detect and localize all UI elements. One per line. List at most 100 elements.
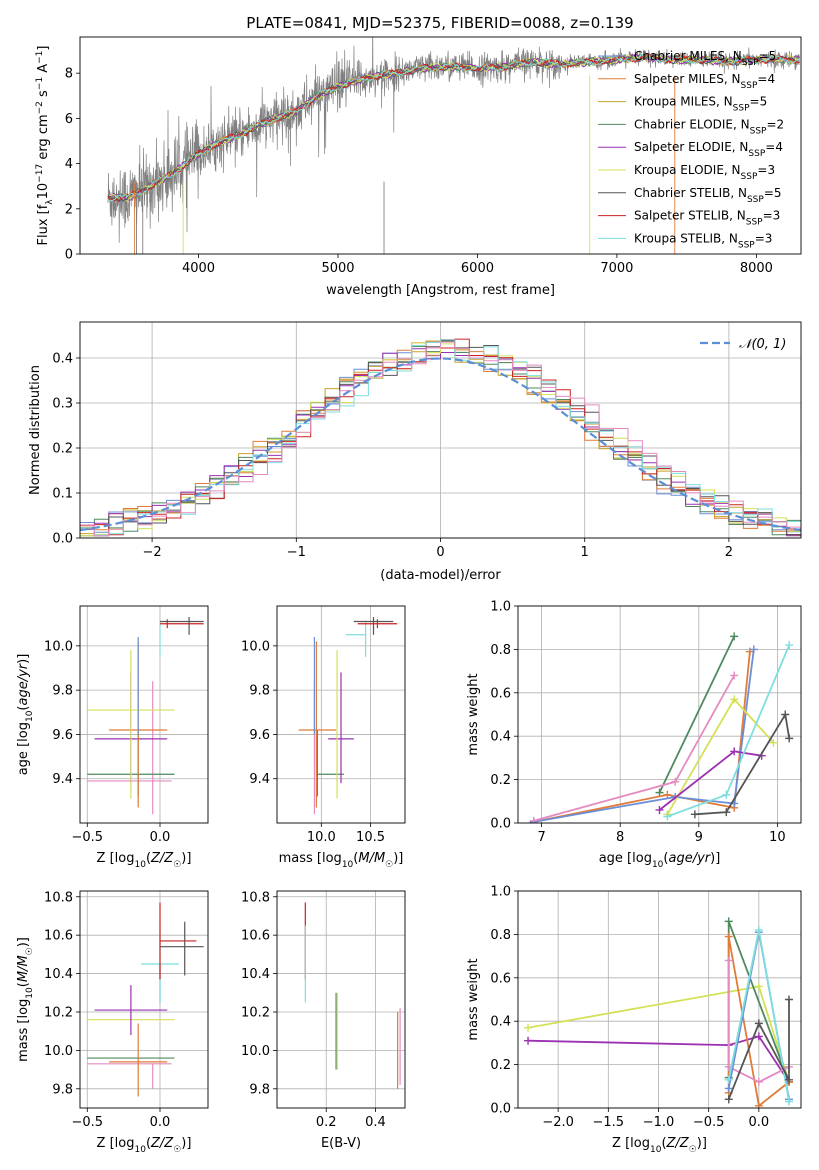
weight-marker — [754, 1019, 763, 1028]
weight-marker — [754, 926, 763, 935]
x-axis-label: Z [log10(Z/Z☉)] — [97, 1136, 192, 1155]
y-tick-label: 9.8 — [249, 684, 270, 699]
residuals-plot-area — [80, 338, 801, 537]
residual-histogram — [80, 339, 801, 536]
axes-frame — [79, 321, 802, 539]
x-tick-label: 0.0 — [749, 1115, 770, 1130]
mass-vs-EBV-panel: 0.2 0.4 9.8 10.0 10.2 10.4 10.6 10.8 E(B-V) — [241, 890, 406, 1151]
label-part: ☉ — [173, 1145, 181, 1155]
x-tick-label: 2 — [725, 545, 733, 560]
label-part: ☉ — [173, 860, 181, 870]
y-tick-label: 10.0 — [241, 639, 270, 654]
weight-marker — [781, 710, 790, 719]
weight-marker — [754, 982, 763, 991]
y-tick-label: 10.4 — [241, 967, 270, 982]
legend-count: =4 — [757, 72, 775, 86]
y-axis-label: age [log10(age/yr)] — [16, 654, 35, 776]
y-tick-label: 9.6 — [249, 728, 270, 743]
weight-marker — [724, 1084, 733, 1093]
label-part: 10 — [652, 860, 664, 870]
label-part: Z/Z — [150, 851, 174, 866]
label-part: age [log — [599, 851, 652, 866]
label-part: Z [log — [612, 1136, 650, 1151]
weight-marker — [663, 812, 672, 821]
y-tick-label: 0.8 — [490, 928, 511, 943]
y-tick-label: 0.0 — [490, 817, 511, 832]
x-tick-label: 8000 — [740, 261, 773, 276]
label-part: ] — [36, 46, 51, 51]
legend-count: =3 — [763, 209, 781, 223]
legend-entry: Kroupa MILES, NSSP=5 — [634, 95, 767, 114]
axes-frame — [276, 890, 406, 1109]
label-part: Z [log — [97, 851, 135, 866]
weight-line — [727, 960, 790, 1084]
legend-sub: SSP — [733, 104, 750, 114]
y-axis-label: mass weight — [466, 673, 481, 755]
label-part: ( — [146, 1136, 151, 1151]
legend-count: =5 — [759, 49, 777, 63]
label-part: mass [log — [16, 999, 31, 1062]
residual-histogram — [80, 348, 801, 537]
label-part: ( — [663, 851, 668, 866]
weight-marker — [784, 1075, 793, 1084]
weight-marker — [784, 995, 793, 1004]
y-tick-label: 1.0 — [490, 600, 511, 615]
label-part: age [log — [16, 722, 31, 775]
x-axis-label: Z [log10(Z/Z☉)] — [97, 851, 192, 870]
legend-name: Kroupa STELIB, N — [634, 231, 738, 245]
weight-marker — [730, 747, 739, 756]
weight-line — [667, 644, 791, 818]
weight-line — [527, 1035, 790, 1083]
mass-vs-Z-panel: −0.5 0.09.810.010.210.410.610.8Z [log10(Z… — [16, 890, 209, 1155]
label-part: 10 — [134, 1145, 146, 1155]
label-part: erg cm — [36, 114, 51, 163]
y-tick-label: 0.1 — [52, 487, 73, 502]
x-tick-label: 0.0 — [150, 830, 171, 845]
legend-name: Chabrier STELIB, N — [634, 186, 747, 200]
y-tick-label: 9.8 — [52, 1082, 73, 1097]
y-tick-label: 0.6 — [490, 971, 511, 986]
x-tick-label: 6000 — [461, 261, 494, 276]
x-axis-label: mass [log10(M/M☉)] — [279, 851, 404, 870]
legend-name: Salpeter ELODIE, N — [634, 140, 748, 154]
residual-histogram — [80, 342, 801, 537]
x-tick-label: 0.2 — [316, 1115, 337, 1130]
legend-sub: SSP — [747, 195, 764, 205]
mass-vs-EBV-plot-area — [304, 902, 401, 1089]
y-tick-label: 9.6 — [52, 728, 73, 743]
y-axis-label: Flux [fλ10−17 erg cm−2 s−1 A−1] — [35, 46, 55, 246]
legend-sub: SSP — [742, 58, 759, 68]
label-part: ( — [16, 706, 31, 711]
weight-marker — [724, 1095, 733, 1104]
model-spectrum-line — [107, 53, 800, 203]
x-tick-label: 0.0 — [150, 1115, 171, 1130]
label-part: )] — [710, 851, 720, 866]
weight-marker — [785, 641, 794, 650]
y-tick-label: 4 — [65, 157, 73, 172]
y-tick-label: 0.2 — [490, 773, 511, 788]
weight-marker — [724, 932, 733, 941]
label-part: λ — [45, 199, 55, 205]
label-part: ☉ — [25, 947, 35, 955]
y-tick-label: 2 — [65, 202, 73, 217]
legend-entry: Salpeter MILES, NSSP=4 — [634, 72, 775, 91]
y-tick-label: 0.6 — [490, 686, 511, 701]
legend-count: =5 — [764, 186, 782, 200]
age-vs-Z-plot-area — [87, 617, 204, 815]
weight-marker — [724, 1075, 733, 1084]
label-part: ( — [146, 851, 151, 866]
massweight-vs-Z-panel: −2.0 −1.5 −1.0 −0.5 0.0 0.0 0.2 0.4 0.6 0.8 1.0 Z [… — [466, 885, 802, 1155]
legend-entry: Chabrier MILES, NSSP=5 — [634, 49, 776, 68]
y-tick-label: 0.3 — [52, 397, 73, 412]
y-tick-label: 10.4 — [44, 967, 73, 982]
x-tick-label: −1.0 — [643, 1115, 675, 1130]
spectrum-legend: Chabrier MILES, NSSP=5 Salpeter MILES, NS… — [598, 49, 784, 250]
label-part: ( — [661, 1136, 666, 1151]
legend-sub: SSP — [741, 172, 758, 182]
x-tick-label: 4000 — [182, 261, 215, 276]
x-axis-label: Z [log10(Z/Z☉)] — [612, 1136, 707, 1155]
weight-marker — [655, 805, 664, 814]
y-tick-label: 1.0 — [490, 885, 511, 900]
x-tick-label: −0.5 — [71, 830, 103, 845]
label-part: )] — [181, 851, 191, 866]
